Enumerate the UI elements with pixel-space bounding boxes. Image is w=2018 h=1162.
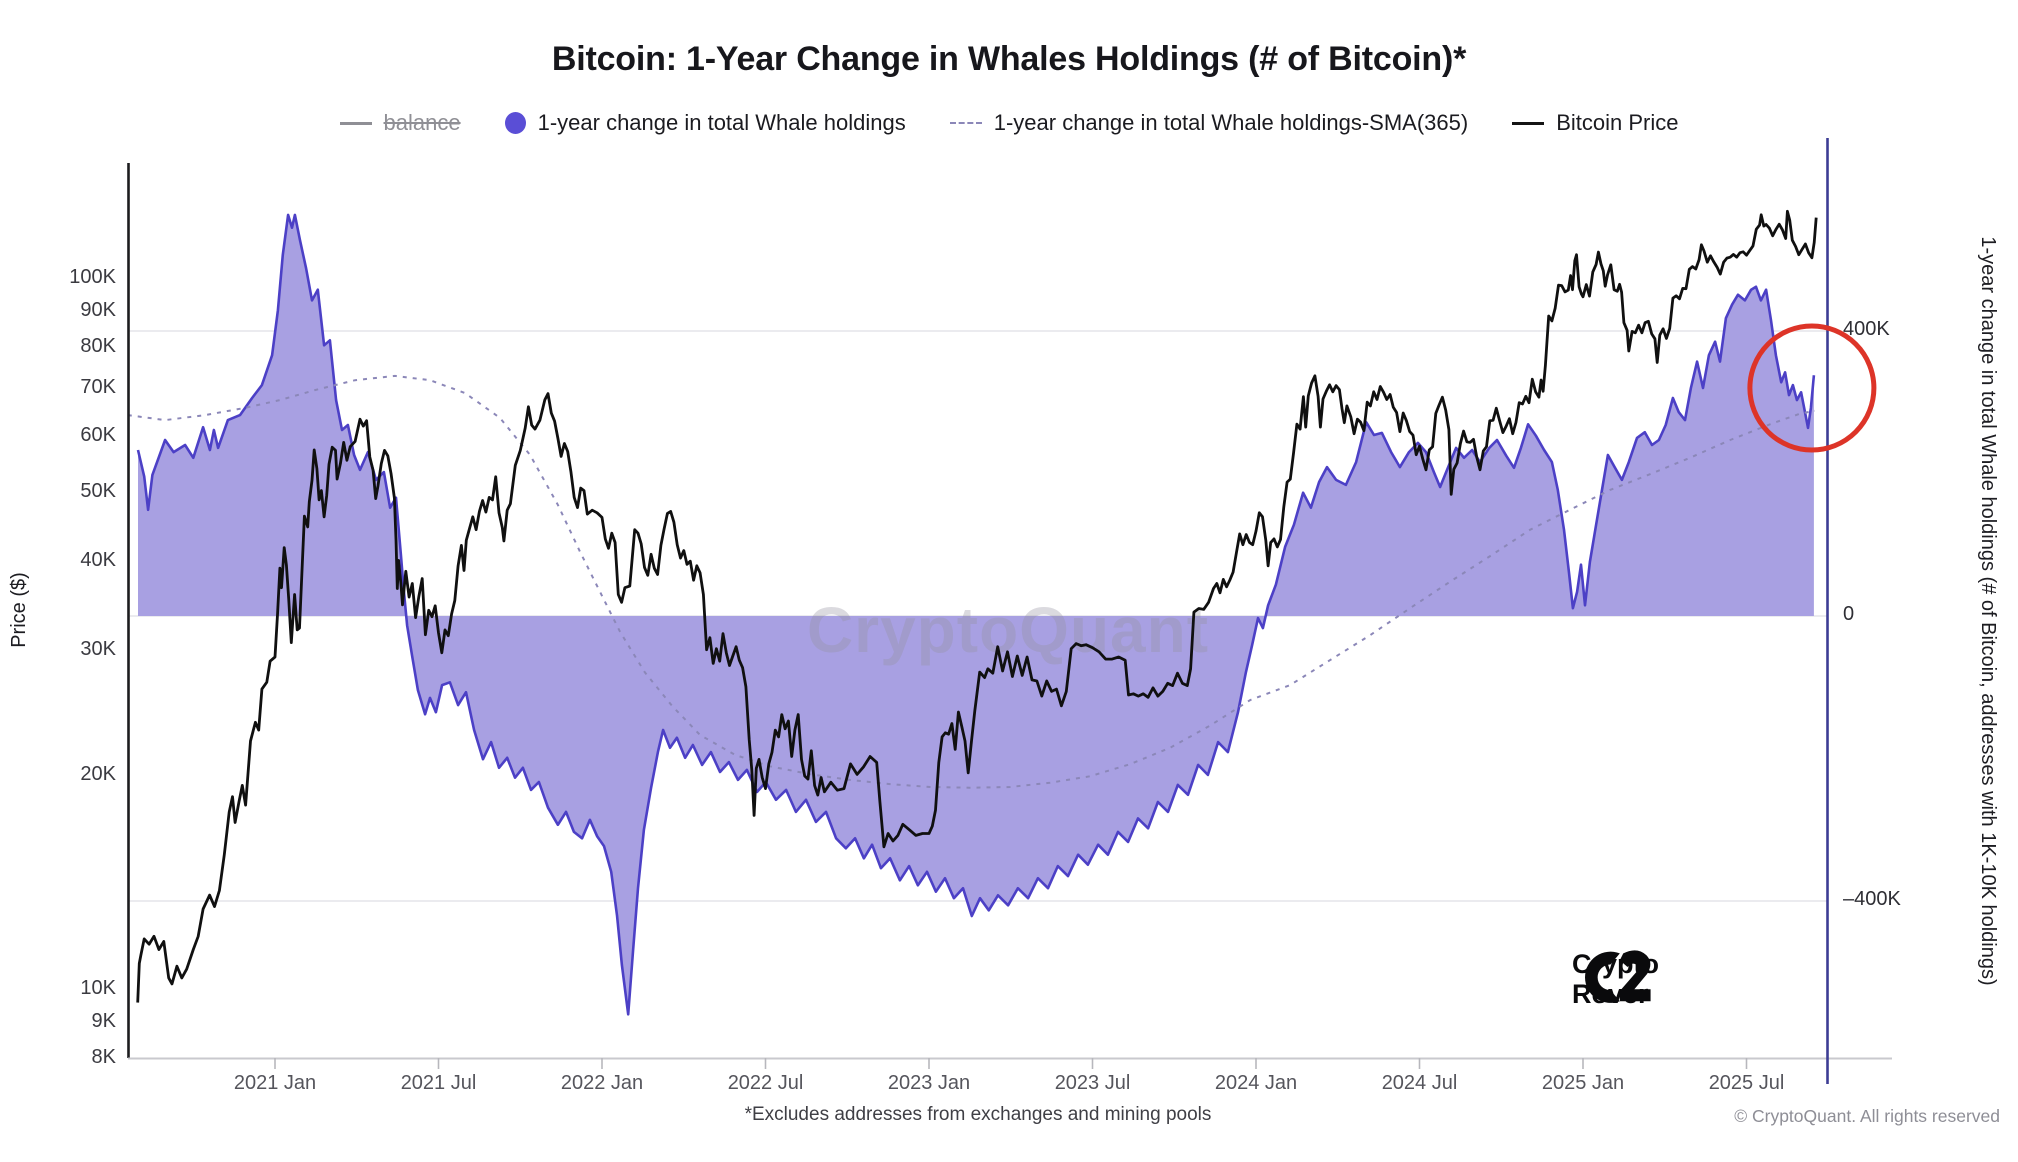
whale-change-line bbox=[136, 213, 1816, 1016]
x-tick-2025 Jul: 2025 Jul bbox=[1708, 1072, 1785, 1094]
line-legend-marker-icon bbox=[1512, 121, 1545, 125]
left-tick-10K: 10K bbox=[80, 977, 116, 999]
dash-legend-marker-icon bbox=[949, 122, 982, 124]
x-tick-2024 Jan: 2024 Jan bbox=[1214, 1072, 1298, 1094]
right-tick-–400K: –400K bbox=[1843, 888, 1901, 910]
crypto-rover-logo-icon bbox=[1585, 950, 1651, 1003]
x-tick-2023 Jan: 2023 Jan bbox=[887, 1072, 971, 1094]
copyright-notice: © CryptoQuant. All rights reserved bbox=[1734, 1106, 2000, 1126]
chart-title: Bitcoin: 1-Year Change in Whales Holding… bbox=[551, 40, 1467, 78]
x-tick-2024 Jul: 2024 Jul bbox=[1381, 1072, 1458, 1094]
x-tick-2022 Jan: 2022 Jan bbox=[560, 1072, 644, 1094]
left-tick-100K: 100K bbox=[69, 266, 116, 288]
legend-item-balance[interactable]: balance bbox=[339, 110, 461, 136]
left-tick-60K: 60K bbox=[80, 423, 116, 446]
legend-item-1-year-change-in-total-whale-holdings-sm[interactable]: 1-year change in total Whale holdings-SM… bbox=[949, 110, 1469, 136]
legend-label: Bitcoin Price bbox=[1556, 110, 1679, 135]
bitcoin-price-line bbox=[136, 209, 1818, 1003]
legend-item-1-year-change-in-total-whale-holdings[interactable]: 1-year change in total Whale holdings bbox=[504, 110, 906, 136]
crypto-rover-branding: Crypto Rover bbox=[1572, 946, 1659, 1009]
left-tick-90K: 90K bbox=[80, 298, 116, 321]
left-axis-title: Price ($) bbox=[8, 572, 30, 648]
line-gray-legend-marker-icon bbox=[339, 121, 372, 125]
footnote: *Excludes addresses from exchanges and m… bbox=[744, 1104, 1212, 1125]
whale-change-sma-line bbox=[127, 374, 1815, 789]
highlight-circle-annotation bbox=[1747, 323, 1877, 453]
legend-label: 1-year change in total Whale holdings bbox=[537, 110, 906, 135]
left-tick-50K: 50K bbox=[80, 480, 116, 503]
x-tick-2025 Jan: 2025 Jan bbox=[1541, 1072, 1625, 1094]
left-tick-80K: 80K bbox=[80, 334, 116, 357]
left-tick-70K: 70K bbox=[80, 376, 116, 399]
left-tick-20K: 20K bbox=[80, 762, 116, 785]
left-tick-40K: 40K bbox=[80, 548, 116, 571]
x-tick-2023 Jul: 2023 Jul bbox=[1054, 1072, 1131, 1094]
x-tick-2021 Jul: 2021 Jul bbox=[400, 1072, 477, 1094]
left-tick-30K: 30K bbox=[80, 637, 116, 660]
right-tick-0: 0 bbox=[1843, 603, 1855, 625]
left-tick-8K: 8K bbox=[91, 1045, 116, 1068]
dot-legend-marker-icon bbox=[504, 112, 526, 134]
right-axis-title: 1-year change in total Whale holdings (#… bbox=[1977, 236, 1999, 986]
whale-change-area bbox=[138, 214, 1814, 1015]
legend-item-bitcoin-price[interactable]: Bitcoin Price bbox=[1512, 110, 1678, 136]
legend: balance 1-year change in total Whale hold… bbox=[0, 110, 2018, 136]
x-tick-2021 Jan: 2021 Jan bbox=[233, 1072, 317, 1094]
left-tick-9K: 9K bbox=[91, 1009, 116, 1032]
legend-label: balance bbox=[383, 110, 461, 135]
right-tick-400K: 400K bbox=[1843, 318, 1890, 340]
legend-label: 1-year change in total Whale holdings-SM… bbox=[993, 110, 1469, 135]
x-tick-2022 Jul: 2022 Jul bbox=[727, 1072, 804, 1094]
